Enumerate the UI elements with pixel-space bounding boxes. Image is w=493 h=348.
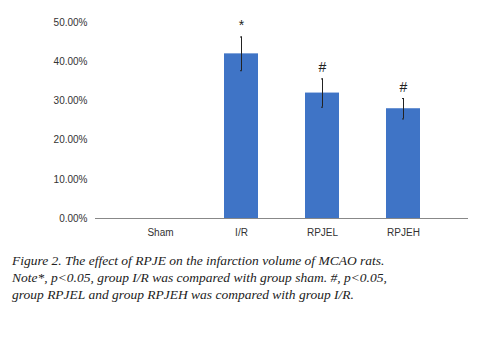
svg-text:50.00%: 50.00% bbox=[54, 17, 88, 28]
svg-text:RPJEH: RPJEH bbox=[387, 227, 420, 238]
svg-text:30.00%: 30.00% bbox=[54, 95, 88, 106]
svg-text:10.00%: 10.00% bbox=[54, 174, 88, 185]
svg-text:Sham: Sham bbox=[147, 227, 173, 238]
svg-text:0.00%: 0.00% bbox=[59, 213, 87, 224]
html-text:Figure 2. The effect of RPJE o: Figure 2. The effect of RPJE on the infa… bbox=[12, 253, 385, 268]
svg-text:20.00%: 20.00% bbox=[54, 134, 88, 145]
html-text:group RPJEL and group RPJEH wa: group RPJEL and group RPJEH was compared… bbox=[12, 287, 354, 302]
svg-text:40.00%: 40.00% bbox=[54, 56, 88, 67]
svg-text:#: # bbox=[319, 59, 327, 75]
html-text:Note*, p<0.05, group I/R was c: Note*, p<0.05, group I/R was compared wi… bbox=[12, 270, 387, 285]
svg-text:I/R: I/R bbox=[235, 227, 248, 238]
svg-text:RPJEL: RPJEL bbox=[307, 227, 339, 238]
svg-text:#: # bbox=[400, 79, 408, 95]
svg-text:*: * bbox=[239, 17, 245, 33]
